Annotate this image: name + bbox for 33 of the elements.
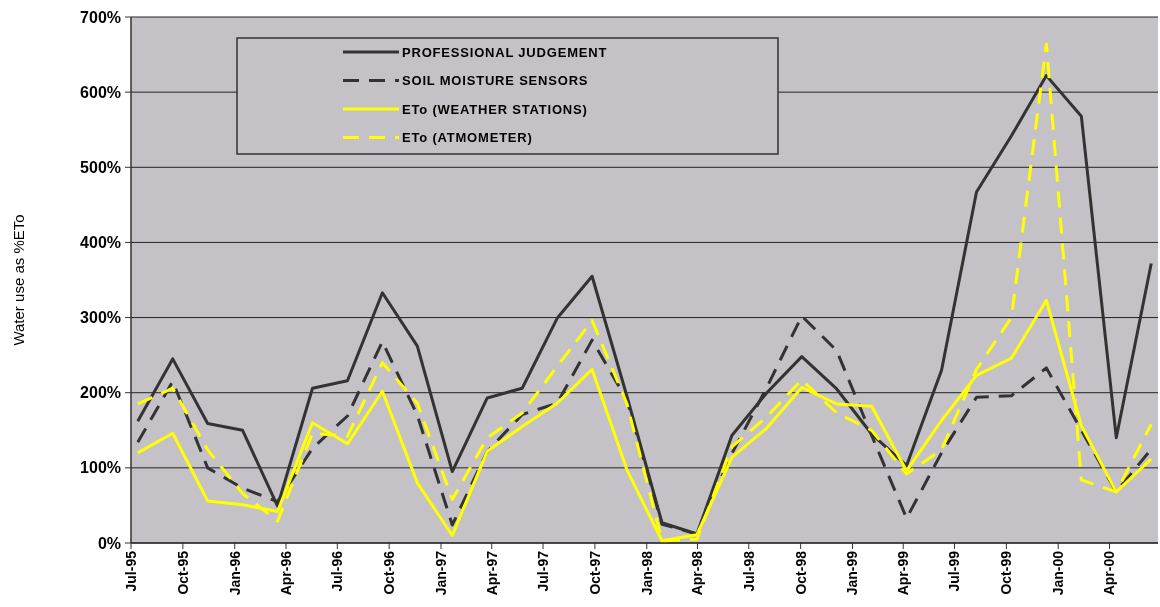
- y-tick-label: 100%: [80, 459, 121, 477]
- x-tick-label: Apr-00: [1101, 550, 1118, 596]
- x-tick-label: Jul-96: [329, 550, 346, 592]
- x-tick-label: Jan-00: [1050, 550, 1067, 596]
- x-tick-label: Jan-96: [226, 550, 243, 596]
- x-tick-label: Apr-97: [483, 550, 500, 596]
- y-tick-label: 500%: [80, 158, 121, 176]
- y-axis-title: Water use as %ETo: [10, 214, 27, 346]
- x-tick-label: Oct-98: [792, 550, 809, 595]
- x-tick-label: Oct-97: [586, 550, 603, 595]
- x-tick-label: Apr-96: [277, 550, 294, 596]
- x-tick-label: Oct-95: [174, 550, 191, 595]
- x-tick-label: Jul-95: [122, 550, 139, 592]
- x-tick-label: Jan-98: [638, 550, 655, 596]
- x-tick-label: Oct-96: [381, 550, 398, 595]
- legend-label: SOIL MOISTURE SENSORS: [402, 73, 589, 89]
- x-tick-label: Jul-97: [534, 550, 551, 592]
- x-tick-label: Jan-97: [432, 550, 449, 596]
- legend-label: PROFESSIONAL JUDGEMENT: [402, 44, 608, 60]
- y-tick-label: 300%: [80, 309, 121, 327]
- y-tick-label: 400%: [80, 234, 121, 252]
- x-tick-label: Jul-99: [946, 550, 963, 592]
- x-tick-label: Apr-98: [689, 550, 706, 596]
- x-tick-label: Jul-98: [740, 550, 757, 592]
- x-tick-label: Jan-99: [844, 550, 861, 596]
- y-tick-label: 700%: [80, 8, 121, 26]
- y-tick-label: 200%: [80, 384, 121, 402]
- x-tick-label: Apr-99: [895, 550, 912, 596]
- y-tick-label: 0%: [97, 534, 121, 552]
- legend-label: ETo (WEATHER STATIONS): [402, 101, 588, 117]
- y-tick-label: 600%: [80, 83, 121, 101]
- x-tick-label: Oct-99: [998, 550, 1015, 595]
- legend-label: ETo (ATMOMETER): [402, 130, 533, 146]
